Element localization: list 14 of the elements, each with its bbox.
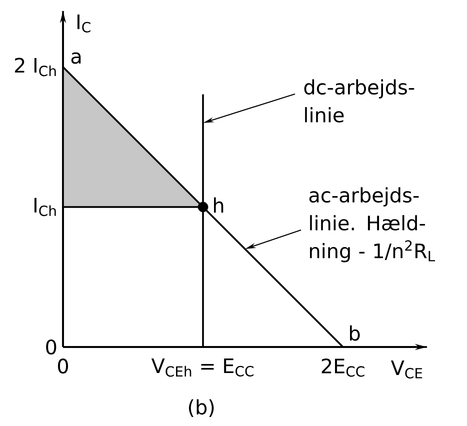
- annotation: ac-arbejds-linie. Hæld-ning - 1/n$^{2}$R$_{L}$: [309, 187, 436, 262]
- y-tick-label: 0: [46, 339, 56, 355]
- annotation: dc-arbejds-linie: [304, 79, 414, 123]
- x-tick-label: 0: [58, 358, 68, 374]
- y-tick-label: I$_{Ch}$: [34, 198, 56, 216]
- x-tick-label: V$_{CEh}$ = E$_{CC}$: [151, 358, 254, 377]
- x-axis-title: V$_{CE}$: [390, 360, 422, 378]
- text: (b): [188, 399, 214, 417]
- annotation: h: [214, 197, 224, 213]
- y-axis-title: I$_{C}$: [77, 14, 90, 32]
- annotation: a: [71, 52, 81, 64]
- annotation: b: [350, 325, 360, 341]
- y-tick-label: 2 I$_{Ch}$: [14, 58, 56, 76]
- x-tick-label: 2E$_{CC}$: [322, 358, 364, 377]
